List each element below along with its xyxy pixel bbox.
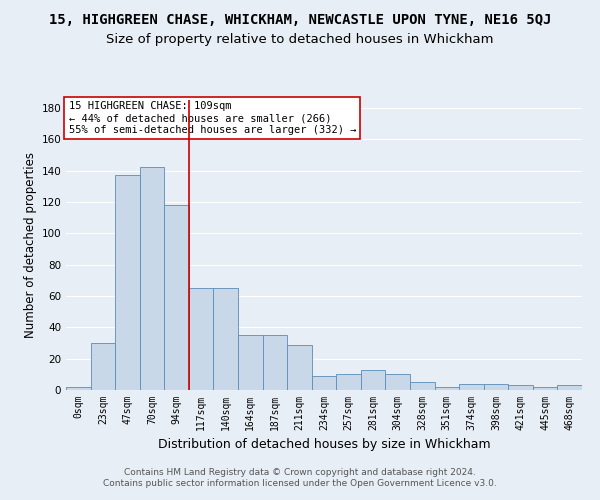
Bar <box>484 384 508 390</box>
Bar <box>508 386 533 390</box>
Y-axis label: Number of detached properties: Number of detached properties <box>24 152 37 338</box>
Bar <box>189 288 214 390</box>
Bar <box>91 343 115 390</box>
Bar <box>336 374 361 390</box>
Bar <box>140 168 164 390</box>
Bar <box>557 386 582 390</box>
Bar <box>214 288 238 390</box>
Text: 15, HIGHGREEN CHASE, WHICKHAM, NEWCASTLE UPON TYNE, NE16 5QJ: 15, HIGHGREEN CHASE, WHICKHAM, NEWCASTLE… <box>49 12 551 26</box>
Bar <box>533 387 557 390</box>
Bar <box>410 382 434 390</box>
Text: Contains HM Land Registry data © Crown copyright and database right 2024.
Contai: Contains HM Land Registry data © Crown c… <box>103 468 497 487</box>
Bar <box>385 374 410 390</box>
Bar <box>164 205 189 390</box>
Text: 15 HIGHGREEN CHASE: 109sqm
← 44% of detached houses are smaller (266)
55% of sem: 15 HIGHGREEN CHASE: 109sqm ← 44% of deta… <box>68 102 356 134</box>
X-axis label: Distribution of detached houses by size in Whickham: Distribution of detached houses by size … <box>158 438 490 452</box>
Bar <box>66 387 91 390</box>
Text: Size of property relative to detached houses in Whickham: Size of property relative to detached ho… <box>106 32 494 46</box>
Bar <box>238 335 263 390</box>
Bar <box>459 384 484 390</box>
Bar <box>115 175 140 390</box>
Bar <box>361 370 385 390</box>
Bar <box>312 376 336 390</box>
Bar <box>263 335 287 390</box>
Bar <box>287 344 312 390</box>
Bar <box>434 387 459 390</box>
